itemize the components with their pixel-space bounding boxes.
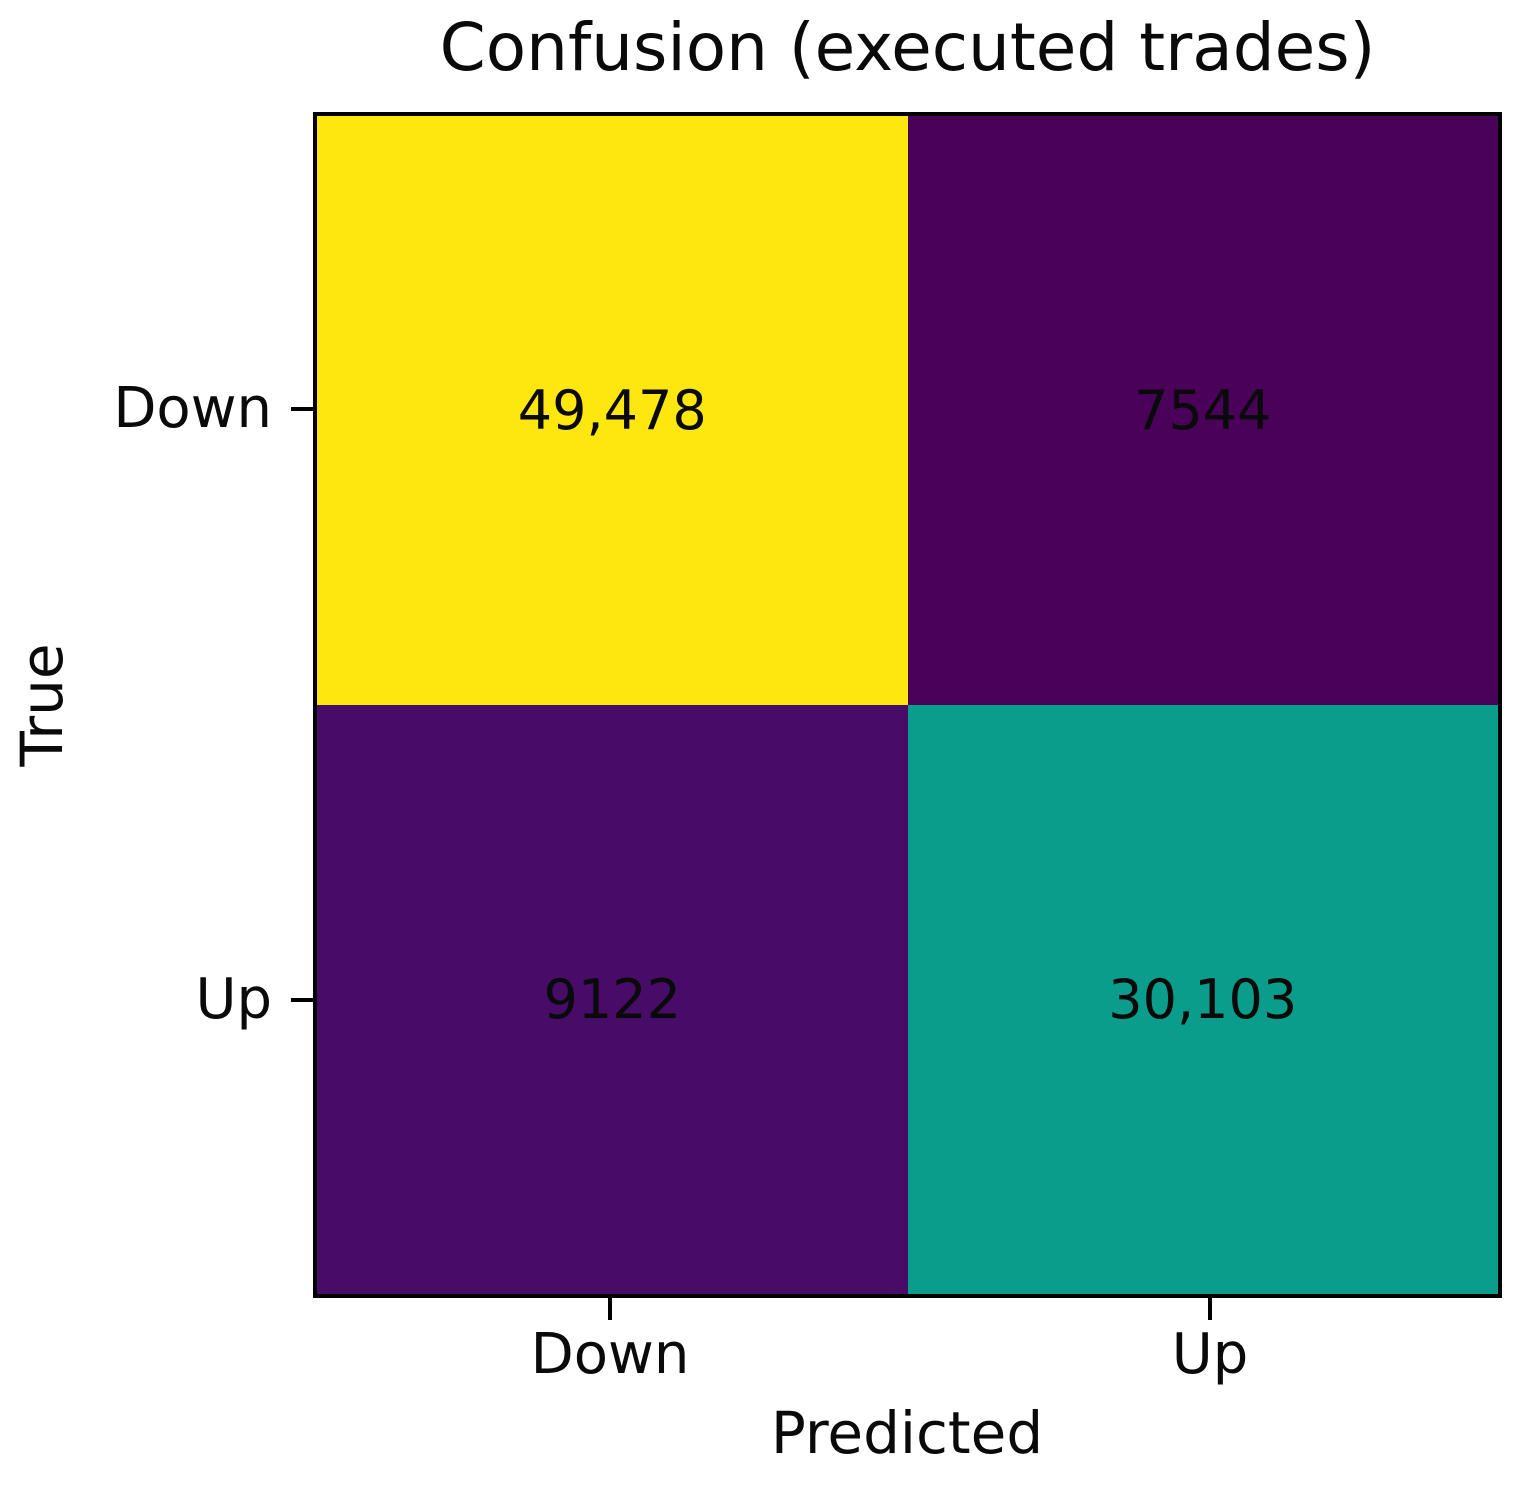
y-axis-label: True bbox=[8, 643, 76, 767]
cell-value: 9122 bbox=[543, 968, 681, 1031]
chart-title: Confusion (executed trades) bbox=[439, 9, 1376, 86]
y-tick-mark-down bbox=[291, 407, 313, 411]
x-axis-label: Predicted bbox=[770, 1399, 1044, 1467]
matrix-cell-true-down-pred-up: 7544 bbox=[907, 116, 1498, 705]
x-tick-mark-down bbox=[608, 1298, 612, 1320]
y-tick-label-up: Up bbox=[195, 967, 272, 1032]
x-tick-label-up: Up bbox=[1171, 1322, 1249, 1387]
cell-value: 7544 bbox=[1134, 379, 1272, 442]
cell-value: 49,478 bbox=[517, 379, 707, 442]
y-tick-label-down: Down bbox=[113, 376, 272, 441]
x-tick-label-down: Down bbox=[530, 1322, 690, 1387]
x-tick-mark-up bbox=[1208, 1298, 1212, 1320]
plot-area: 49,478 7544 9122 30,103 bbox=[313, 112, 1502, 1298]
matrix-cell-true-down-pred-down: 49,478 bbox=[317, 116, 908, 705]
matrix-cell-true-up-pred-down: 9122 bbox=[317, 705, 908, 1294]
cell-value: 30,103 bbox=[1108, 968, 1298, 1031]
matrix-cell-true-up-pred-up: 30,103 bbox=[907, 705, 1498, 1294]
y-tick-mark-up bbox=[291, 998, 313, 1002]
